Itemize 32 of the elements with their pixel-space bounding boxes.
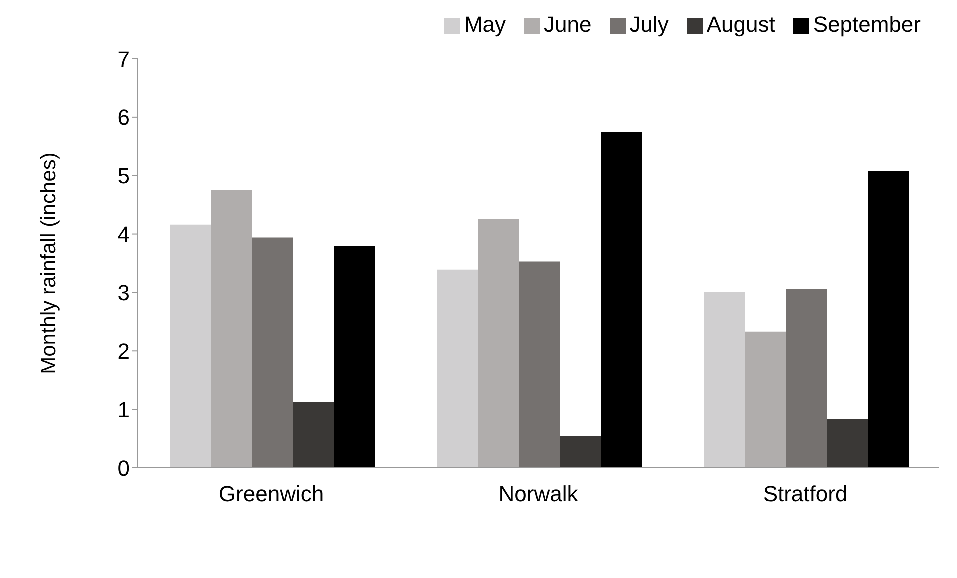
x-tick-label: Greenwich: [218, 482, 324, 507]
y-tick-label: 7: [118, 46, 130, 72]
bar: [334, 246, 376, 468]
bar: [560, 436, 602, 468]
legend-label: July: [630, 12, 669, 37]
legend-label: June: [544, 12, 592, 37]
y-tick-label: 4: [118, 222, 130, 248]
legend-label: August: [706, 12, 776, 37]
legend-label: May: [464, 12, 506, 37]
bar: [437, 270, 478, 468]
y-tick-label: 2: [118, 338, 130, 364]
bar: [211, 190, 252, 468]
y-tick-label: 0: [118, 456, 130, 481]
x-tick-label: Stratford: [763, 482, 848, 507]
y-tick-label: 3: [118, 280, 130, 306]
x-tick-label: Norwalk: [498, 482, 580, 507]
y-tick-label: 1: [118, 397, 130, 422]
bar: [478, 219, 520, 468]
y-tick-label: 5: [118, 164, 130, 189]
bar: [252, 238, 294, 468]
legend-label: September: [813, 12, 921, 37]
bar: [293, 402, 334, 468]
bar: [704, 292, 746, 468]
bar: [786, 289, 828, 468]
bar: [745, 332, 786, 468]
bar: [868, 171, 910, 468]
bar: [170, 224, 212, 468]
bar: [519, 262, 560, 468]
bar: [827, 420, 868, 468]
bar: [601, 132, 642, 468]
y-tick-label: 6: [118, 105, 130, 130]
y-axis-title: Monthly rainfall (inches): [37, 152, 60, 374]
